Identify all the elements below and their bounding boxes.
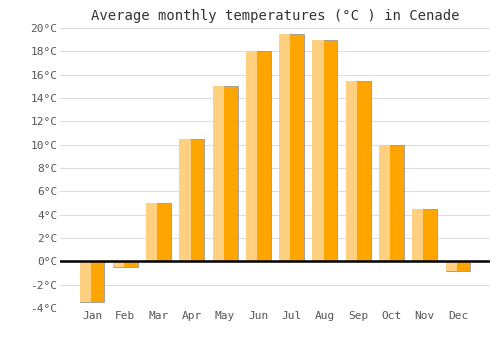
- Bar: [412, 209, 424, 261]
- Bar: [446, 261, 456, 271]
- Bar: [212, 86, 238, 261]
- Bar: [212, 86, 224, 261]
- Bar: [80, 261, 104, 302]
- Bar: [246, 51, 257, 261]
- Bar: [346, 80, 370, 261]
- Bar: [279, 34, 304, 261]
- Bar: [279, 34, 290, 261]
- Bar: [312, 40, 324, 261]
- Bar: [113, 261, 124, 267]
- Bar: [446, 261, 470, 271]
- Bar: [146, 203, 158, 261]
- Bar: [312, 40, 338, 261]
- Bar: [180, 139, 204, 261]
- Bar: [113, 261, 138, 267]
- Bar: [379, 145, 390, 261]
- Bar: [412, 209, 437, 261]
- Bar: [146, 203, 171, 261]
- Bar: [180, 139, 190, 261]
- Bar: [80, 261, 91, 302]
- Title: Average monthly temperatures (°C ) in Cenade: Average monthly temperatures (°C ) in Ce…: [91, 9, 459, 23]
- Bar: [346, 80, 357, 261]
- Bar: [379, 145, 404, 261]
- Bar: [246, 51, 271, 261]
